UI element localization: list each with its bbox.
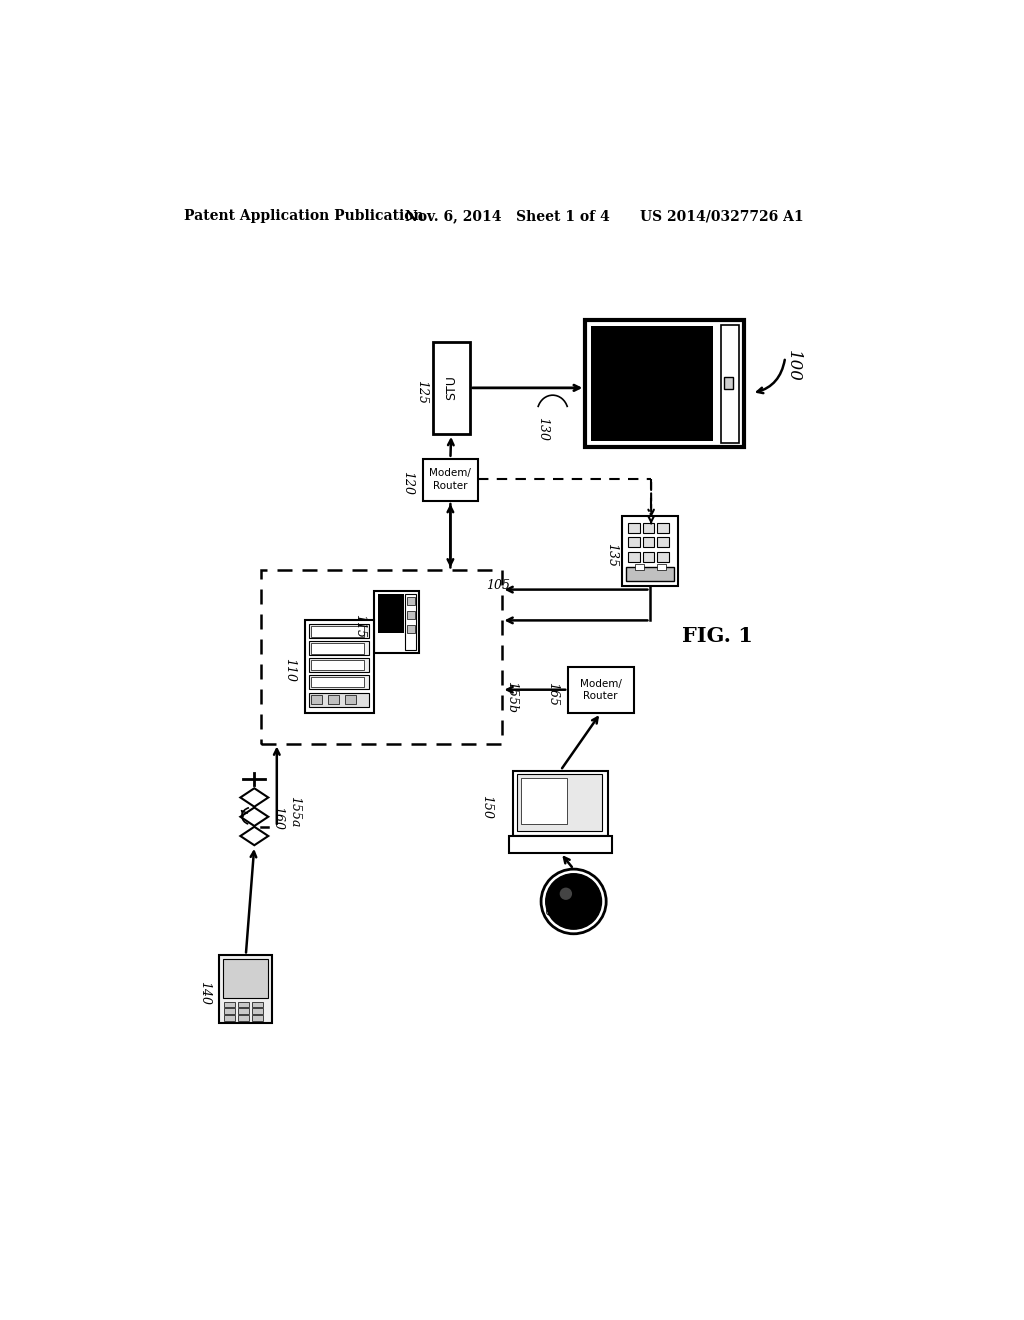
Bar <box>628 537 640 548</box>
Text: 135: 135 <box>605 543 618 568</box>
Circle shape <box>560 887 572 900</box>
Bar <box>521 779 567 825</box>
Text: Nov. 6, 2014   Sheet 1 of 4: Nov. 6, 2014 Sheet 1 of 4 <box>406 209 610 223</box>
Bar <box>568 667 634 713</box>
Bar <box>635 564 644 570</box>
Bar <box>238 1002 249 1007</box>
Text: 160: 160 <box>271 805 285 829</box>
Circle shape <box>541 869 606 933</box>
Text: Patent Application Publication: Patent Application Publication <box>183 209 424 223</box>
Bar <box>308 693 369 706</box>
Bar <box>308 659 369 672</box>
Bar <box>375 591 420 653</box>
Bar <box>311 660 364 671</box>
Bar <box>308 624 369 638</box>
Text: 115: 115 <box>352 614 366 638</box>
Text: 150: 150 <box>480 795 494 818</box>
Bar <box>378 632 403 639</box>
Bar <box>643 523 654 533</box>
Text: 140: 140 <box>198 981 211 1005</box>
Text: STU: STU <box>444 375 458 400</box>
Bar <box>311 626 364 636</box>
Text: Modem/
Router: Modem/ Router <box>580 678 622 701</box>
Bar <box>406 594 417 649</box>
Bar <box>423 459 478 502</box>
Circle shape <box>546 874 601 929</box>
Bar <box>308 642 369 655</box>
Text: 105: 105 <box>486 579 510 593</box>
Text: Modem/
Router: Modem/ Router <box>429 469 471 491</box>
Bar <box>252 1015 263 1020</box>
Bar <box>721 325 739 442</box>
Text: 110: 110 <box>283 659 296 682</box>
Bar <box>657 537 669 548</box>
Text: 125: 125 <box>416 380 428 404</box>
Bar <box>308 675 369 689</box>
Bar <box>311 643 364 653</box>
Bar <box>378 594 403 632</box>
Bar <box>311 696 322 705</box>
Bar <box>252 1008 263 1014</box>
Bar <box>261 570 502 743</box>
Bar <box>328 696 339 705</box>
Bar <box>432 342 470 434</box>
Bar <box>657 552 669 562</box>
Bar <box>252 1002 263 1007</box>
Text: FIG. 1: FIG. 1 <box>682 626 753 645</box>
Bar <box>219 956 272 1023</box>
Bar <box>657 523 669 533</box>
Bar <box>628 552 640 562</box>
Text: 100: 100 <box>784 350 802 383</box>
Bar <box>724 378 733 389</box>
Bar <box>238 1008 249 1014</box>
Bar <box>311 677 364 688</box>
Bar <box>224 1015 234 1020</box>
Bar <box>586 321 744 447</box>
Text: 155b: 155b <box>506 681 518 713</box>
Bar <box>345 696 356 705</box>
Text: 120: 120 <box>400 471 414 495</box>
Bar <box>305 620 375 713</box>
Text: 130: 130 <box>537 417 550 441</box>
Bar <box>592 326 713 441</box>
Bar <box>223 960 268 998</box>
Bar <box>628 523 640 533</box>
Bar <box>513 771 607 836</box>
Bar <box>407 626 415 632</box>
Bar <box>643 537 654 548</box>
Bar <box>224 1008 234 1014</box>
Bar <box>509 836 611 853</box>
Text: 155a: 155a <box>289 796 301 828</box>
Bar <box>238 1015 249 1020</box>
Bar <box>224 1002 234 1007</box>
Bar <box>656 564 666 570</box>
Text: US 2014/0327726 A1: US 2014/0327726 A1 <box>640 209 803 223</box>
Bar <box>407 597 415 605</box>
Bar <box>517 775 602 830</box>
Text: 165: 165 <box>547 681 559 706</box>
Text: 145: 145 <box>541 894 554 917</box>
Bar <box>643 552 654 562</box>
Bar <box>627 568 675 581</box>
Bar <box>623 516 678 586</box>
Bar <box>407 611 415 619</box>
